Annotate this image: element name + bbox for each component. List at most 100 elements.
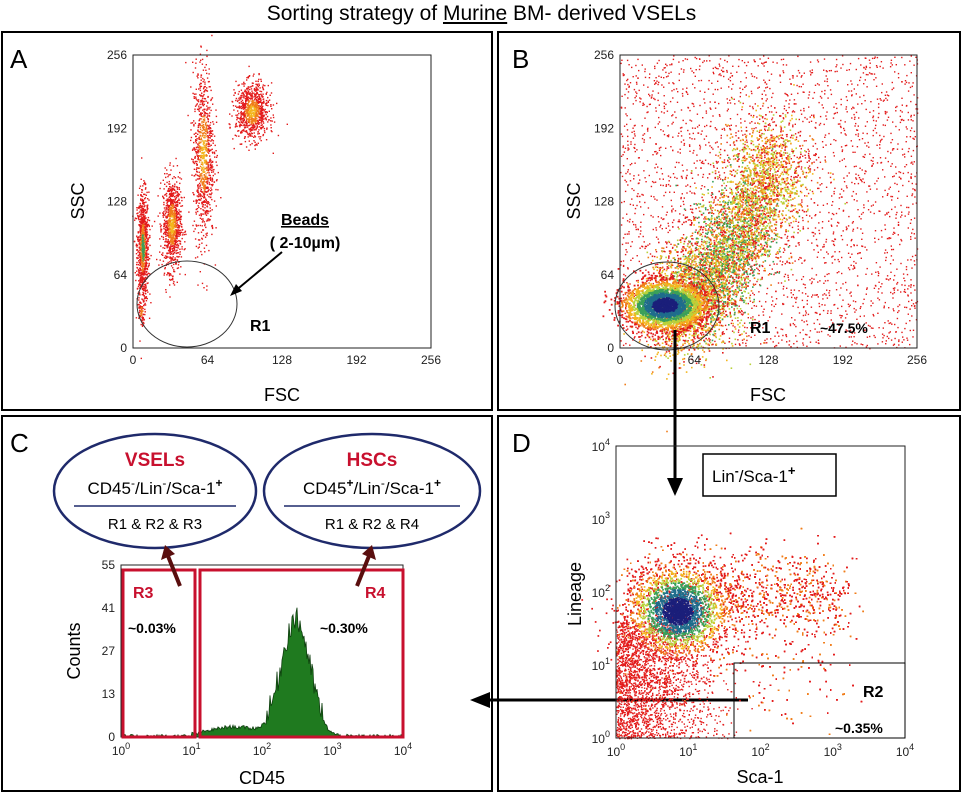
panel-a-dot: [262, 120, 263, 121]
panel-b-dot: [783, 252, 784, 253]
panel-a-dot: [243, 94, 244, 95]
panel-b-dot: [764, 340, 765, 341]
panel-b-dot: [904, 83, 905, 84]
panel-a-dot: [164, 257, 165, 258]
panel-a-dot: [198, 205, 199, 206]
panel-b-dot: [659, 226, 660, 227]
panel-a-dot: [206, 110, 207, 111]
panel-a-dot: [137, 212, 138, 213]
panel-a-dot: [142, 292, 143, 293]
panel-a-dot: [207, 136, 208, 137]
panel-a-dot: [179, 254, 180, 255]
panel-a-dot: [205, 135, 206, 136]
panel-b-dot: [758, 291, 759, 292]
panel-a-dot: [240, 97, 241, 98]
panel-b-dot: [814, 294, 815, 295]
panel-a-dot: [144, 265, 145, 266]
panel-b-dot: [827, 203, 828, 204]
panel-a-dot: [159, 188, 160, 189]
panel-a-dot: [245, 141, 246, 142]
panel-a-dot: [166, 182, 167, 183]
panel-b-dot: [689, 191, 690, 192]
panel-b-dot: [636, 333, 637, 334]
panel-b-dot: [816, 274, 817, 275]
panel-a-dot: [260, 100, 261, 101]
panel-a-dot: [252, 104, 253, 105]
panel-b-dot: [720, 58, 721, 59]
panel-b-dot: [627, 158, 628, 159]
panel-a-dot: [142, 185, 143, 186]
panel-a-dot: [180, 251, 181, 252]
panel-b-dot: [772, 93, 773, 94]
panel-b-dot: [742, 340, 743, 341]
panel-b-dot: [824, 262, 825, 263]
panel-a-dot: [164, 248, 165, 249]
panel-a-dot: [260, 98, 261, 99]
panel-b-dot: [866, 74, 867, 75]
panel-a-dot: [143, 314, 144, 315]
panel-b-dot: [806, 320, 807, 321]
panel-a-dot: [190, 129, 191, 130]
panel-a-dot: [175, 192, 176, 193]
panel-a-dot: [244, 122, 245, 123]
panel-a-dot: [205, 181, 206, 182]
panel-a-dot: [242, 100, 243, 101]
panel-a-dot: [137, 216, 138, 217]
panel-a-dot: [168, 244, 169, 245]
panel-b-dot: [622, 147, 623, 148]
panel-a-dot: [215, 109, 216, 110]
panel-a-dot: [212, 97, 213, 98]
panel-b-dot: [649, 73, 650, 74]
panel-a-dot: [251, 103, 252, 104]
panel-a-dot: [165, 213, 166, 214]
panel-b-dot: [630, 180, 631, 181]
panel-b-dot: [705, 144, 706, 145]
panel-a-dot: [177, 216, 178, 217]
panel-b-dot: [803, 110, 804, 111]
panel-b-dot: [893, 249, 894, 250]
panel-a-dot: [203, 213, 204, 214]
panel-a-dot: [170, 198, 171, 199]
panel-b-dot: [863, 299, 864, 300]
panel-b-dot: [667, 260, 668, 261]
panel-a-dot: [170, 275, 171, 276]
panel-b-dot: [695, 76, 696, 77]
panel-b-dot: [910, 136, 911, 137]
panel-b-dot: [825, 262, 826, 263]
panel-b-dot: [808, 106, 809, 107]
panel-a-dot: [173, 176, 174, 177]
panel-a-dot: [195, 212, 196, 213]
panel-a-dot: [202, 127, 203, 128]
panel-b-dot: [646, 106, 647, 107]
panel-a-dot: [148, 199, 149, 200]
panel-a-dot: [212, 104, 213, 105]
panel-a-dot: [202, 134, 203, 135]
panel-b-dot: [670, 244, 671, 245]
panel-a-dot: [216, 161, 217, 162]
panel-b-dot: [802, 121, 803, 122]
panel-b-dot: [896, 269, 897, 270]
panel-a-dot: [144, 206, 145, 207]
panel-b-dot: [840, 67, 841, 68]
panel-a-dot: [142, 196, 143, 197]
panel-b-dot: [890, 196, 891, 197]
panel-b-dot: [810, 116, 811, 117]
panel-b-dot: [914, 238, 915, 239]
panel-a-dot: [258, 83, 259, 84]
panel-b-dot: [628, 91, 629, 92]
panel-a-dot: [172, 254, 173, 255]
panel-b-dot: [717, 68, 718, 69]
panel-a-dot: [159, 212, 160, 213]
panel-a-dot: [247, 108, 248, 109]
panel-a-dot: [265, 111, 266, 112]
panel-a-dot: [202, 104, 203, 105]
panel-a-dot: [137, 267, 138, 268]
panel-b-dot: [654, 68, 655, 69]
panel-a-dot: [210, 122, 211, 123]
panel-a-dot: [205, 113, 206, 114]
panel-b-dot: [794, 289, 795, 290]
panel-a-dot: [141, 254, 142, 255]
panel-a-dot: [252, 96, 253, 97]
panel-a-dot: [170, 232, 171, 233]
panel-b-dot: [894, 324, 895, 325]
